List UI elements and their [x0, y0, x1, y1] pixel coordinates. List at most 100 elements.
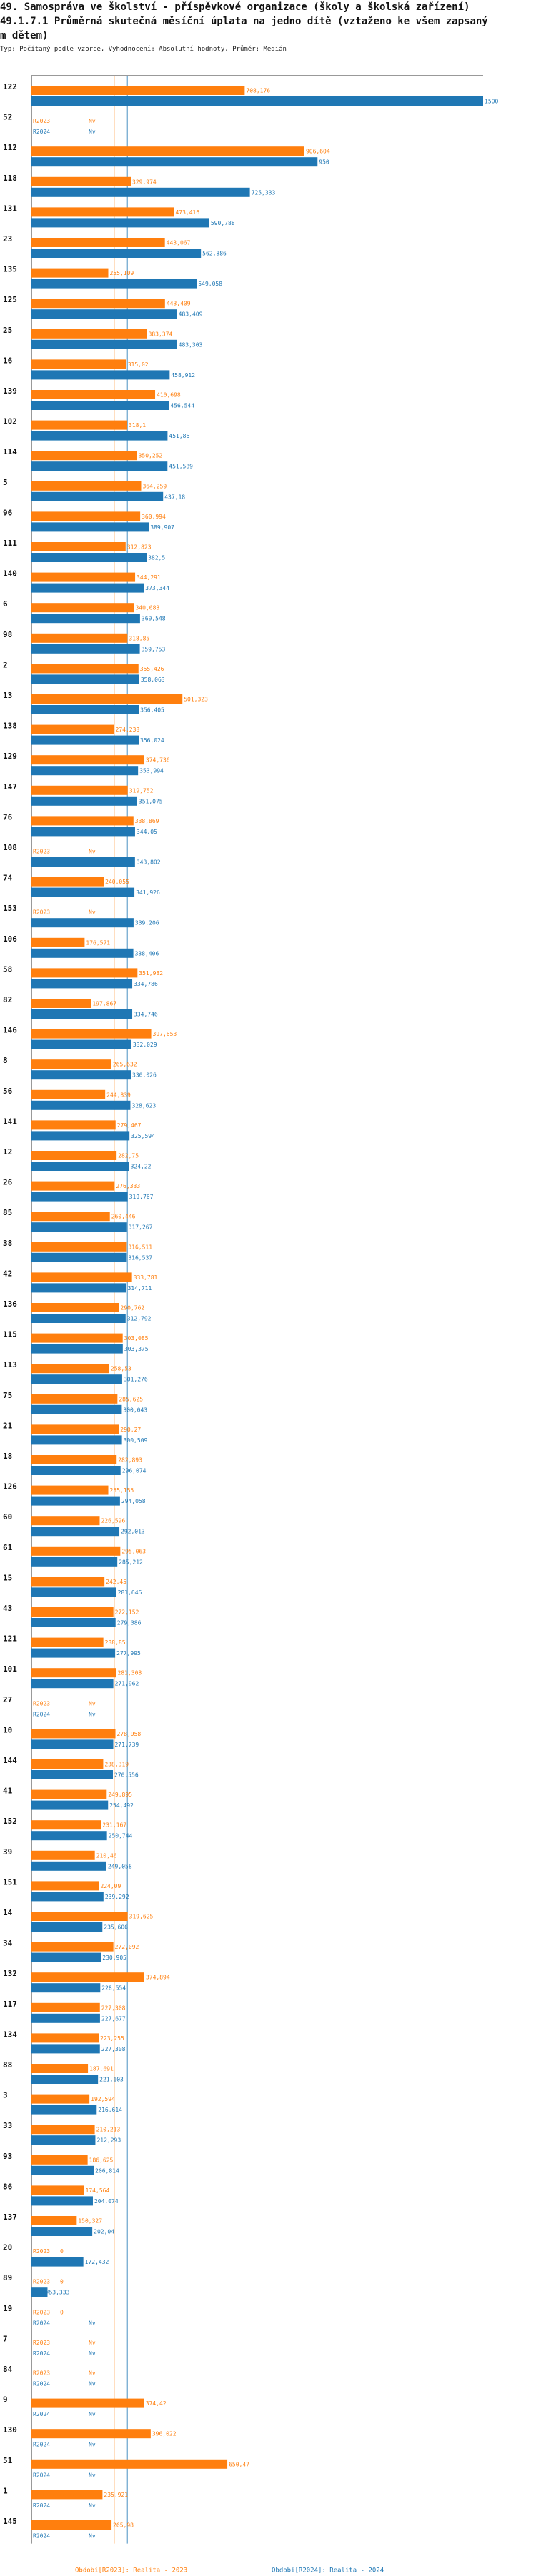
category-label: 38 — [3, 1239, 12, 1248]
data-label-r2023: 443,409 — [167, 301, 191, 307]
data-label-r2023: 303,085 — [124, 1335, 149, 1342]
category-label: 136 — [3, 1299, 17, 1309]
data-label-r2024: 1500 — [485, 99, 498, 105]
data-label-r2023: 210,46 — [96, 1852, 117, 1859]
category-label: 93 — [3, 2152, 12, 2161]
series-label-r2024: R2024 — [33, 2472, 50, 2478]
bar-r2024 — [31, 1222, 127, 1232]
category-label: 39 — [3, 1847, 12, 1857]
bar-r2024 — [31, 614, 140, 624]
bar-r2024 — [31, 1070, 131, 1080]
bar-r2024 — [31, 1770, 113, 1779]
data-label-r2023: 316,511 — [128, 1244, 152, 1250]
data-label-r2024: 338,406 — [135, 950, 159, 957]
data-label-r2024: 356,024 — [140, 737, 164, 744]
data-label-r2023: Nv — [89, 1700, 96, 1707]
bar-r2023 — [31, 481, 142, 491]
data-label-r2023: Nv — [89, 2370, 96, 2377]
bar-r2023 — [31, 816, 134, 826]
data-label-r2024: Nv — [89, 2320, 96, 2326]
series-label-r2024: R2024 — [33, 2442, 50, 2448]
category-label: 131 — [3, 204, 17, 213]
bar-r2023 — [31, 1120, 116, 1130]
data-label-r2023: 319,625 — [129, 1914, 154, 1920]
series-label-r2024: R2024 — [33, 2320, 50, 2326]
bar-r2023 — [31, 1485, 109, 1495]
data-label-r2023: 255,109 — [109, 270, 134, 276]
bar-r2024 — [31, 1344, 123, 1354]
bar-r2024 — [31, 187, 250, 197]
bar-r2023 — [31, 1850, 95, 1860]
data-label-r2023: 650,47 — [229, 2461, 249, 2467]
data-label-r2024: 271,739 — [114, 1742, 139, 1748]
category-label: 82 — [3, 995, 12, 1004]
bar-r2023 — [31, 1972, 144, 1982]
bar-r2024 — [31, 96, 483, 106]
bar-r2024 — [31, 1527, 120, 1537]
data-label-r2024: 343,802 — [137, 859, 161, 866]
bar-r2023 — [31, 2002, 100, 2012]
data-label-r2023: 150,327 — [78, 2218, 102, 2225]
category-label: 3 — [3, 2091, 8, 2100]
category-label: 43 — [3, 1604, 12, 1613]
bar-r2023 — [31, 1089, 106, 1099]
bar-r2023 — [31, 451, 137, 461]
category-label: 151 — [3, 1877, 17, 1887]
category-label: 85 — [3, 1208, 12, 1217]
chart-title-line-3: m dětem) — [0, 30, 49, 41]
data-label-r2023: 360,994 — [142, 514, 166, 520]
data-label-r2023: 255,155 — [110, 1487, 134, 1494]
bar-r2024 — [31, 431, 168, 441]
bar-r2023 — [31, 694, 183, 704]
category-label: 146 — [3, 1026, 17, 1035]
series-label-r2023: R2023 — [33, 909, 50, 916]
category-label: 84 — [3, 2365, 13, 2374]
category-label: 106 — [3, 934, 17, 944]
data-label-r2023: 231,167 — [102, 1822, 126, 1829]
category-label: 121 — [3, 1634, 17, 1644]
data-label-r2024: 339,206 — [135, 920, 159, 927]
bar-r2024 — [31, 1374, 122, 1384]
category-label: 75 — [3, 1391, 12, 1400]
category-label: 122 — [3, 82, 17, 91]
bar-r2024 — [31, 1892, 104, 1902]
data-label-r2024: 316,537 — [128, 1254, 152, 1261]
bar-r2023 — [31, 1729, 116, 1739]
bar-r2023 — [31, 2185, 84, 2195]
bar-r2024 — [31, 2227, 93, 2236]
data-label-r2023: 906,604 — [306, 149, 330, 155]
data-label-r2023: 238,85 — [105, 1639, 126, 1646]
bar-r2024 — [31, 553, 147, 562]
data-label-r2023: 285,625 — [119, 1396, 143, 1402]
category-label: 153 — [3, 904, 17, 913]
data-label-r2024: 319,767 — [129, 1194, 154, 1200]
data-label-r2024: 325,594 — [131, 1133, 155, 1139]
category-label: 12 — [3, 1147, 12, 1157]
data-label-r2023: 224,09 — [100, 1883, 121, 1889]
chart-title-line-1: 49. Samospráva ve školství - příspěvkové… — [0, 1, 470, 13]
bar-r2024 — [31, 1283, 126, 1293]
bar-r2024 — [31, 279, 197, 289]
data-label-r2024: 279,386 — [117, 1620, 142, 1627]
series-label-r2023: R2023 — [33, 2340, 50, 2346]
series-label-r2024: R2024 — [33, 2533, 50, 2540]
bar-r2023 — [31, 572, 136, 582]
data-label-r2024: 324,22 — [131, 1164, 152, 1170]
data-label-r2023: 223,255 — [100, 2035, 124, 2042]
bar-r2023 — [31, 1516, 100, 1526]
data-label-r2024: 300,043 — [123, 1407, 147, 1413]
data-label-r2024: 373,344 — [145, 585, 169, 591]
category-label: 15 — [3, 1573, 12, 1582]
category-label: 6 — [3, 599, 8, 609]
category-label: 16 — [3, 356, 13, 365]
data-label-r2023: 240,055 — [105, 879, 129, 885]
bar-r2023 — [31, 785, 128, 795]
data-label-r2023: 295,063 — [121, 1548, 146, 1554]
data-label-r2023: 383,374 — [149, 331, 173, 337]
series-label-r2024: R2024 — [33, 2350, 50, 2357]
bar-r2023 — [31, 1668, 116, 1678]
data-label-r2023: 290,762 — [121, 1305, 145, 1312]
category-label: 144 — [3, 1756, 17, 1765]
category-label: 115 — [3, 1330, 17, 1339]
